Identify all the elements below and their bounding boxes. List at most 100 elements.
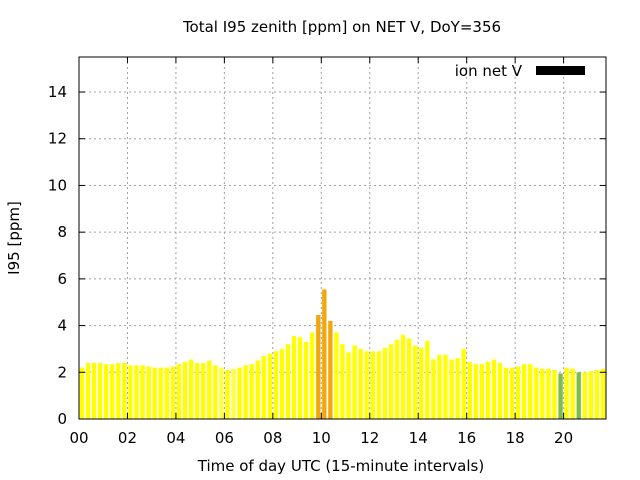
bar <box>515 366 521 419</box>
bar <box>437 354 442 419</box>
bar <box>279 348 285 419</box>
bar <box>110 364 115 419</box>
bar <box>158 367 163 419</box>
bar <box>316 315 321 419</box>
x-tick-labels: 00 02 04 06 08 10 12 14 16 18 20 <box>69 429 573 447</box>
x-tick-label: 04 <box>166 429 185 447</box>
bar <box>600 368 606 419</box>
bar <box>255 360 260 419</box>
bar <box>358 348 363 419</box>
y-tick-label: 4 <box>57 317 67 335</box>
bar <box>376 351 382 419</box>
bar <box>291 336 297 419</box>
bar <box>473 364 478 419</box>
x-tick-label: 20 <box>554 429 573 447</box>
bar <box>328 320 333 419</box>
bar <box>540 368 545 419</box>
y-tick-label: 6 <box>57 270 67 288</box>
bar <box>122 362 127 419</box>
chart-title: Total I95 zenith [ppm] on NET V, DoY=356 <box>182 18 501 36</box>
y-tick-label: 10 <box>48 176 67 194</box>
bar <box>188 359 194 419</box>
x-tick-label: 08 <box>263 429 282 447</box>
bar <box>522 364 527 419</box>
bar <box>406 338 412 419</box>
bar <box>176 364 182 419</box>
bar <box>194 362 200 419</box>
x-tick-label: 10 <box>312 429 331 447</box>
y-tick-label: 8 <box>57 223 67 241</box>
bar <box>570 368 575 419</box>
bar <box>243 365 248 419</box>
bar <box>146 366 151 419</box>
bar <box>152 367 157 419</box>
bar <box>237 367 242 419</box>
bar <box>564 367 569 419</box>
grid-lines <box>79 57 606 419</box>
bar <box>491 359 497 419</box>
legend-swatch <box>536 66 585 75</box>
bar <box>370 351 375 419</box>
bar <box>509 367 515 419</box>
bar <box>207 360 212 419</box>
plot-frame <box>78 56 607 420</box>
bar <box>140 365 145 419</box>
bar <box>104 364 109 419</box>
bar <box>219 367 224 419</box>
bar <box>170 366 176 419</box>
bar <box>388 344 394 419</box>
bar <box>346 352 351 419</box>
bar <box>267 353 272 419</box>
bar <box>479 364 485 419</box>
y-tick-label: 12 <box>48 130 67 148</box>
axis-ticks <box>78 57 606 420</box>
bar <box>134 365 139 419</box>
bar <box>534 367 539 419</box>
bar <box>594 369 600 419</box>
x-tick-label: 00 <box>69 429 88 447</box>
bar <box>588 371 594 419</box>
bar <box>164 367 170 419</box>
legend: ion net V <box>455 62 585 80</box>
bar <box>449 359 454 419</box>
bar <box>419 347 424 419</box>
bar <box>334 332 339 419</box>
bar <box>285 344 291 419</box>
bar <box>116 362 121 419</box>
bar <box>352 345 357 419</box>
legend-label: ion net V <box>455 62 523 80</box>
bar <box>200 362 206 419</box>
bar <box>485 361 491 419</box>
bar <box>364 351 369 419</box>
bar <box>413 345 418 419</box>
bar <box>455 358 460 419</box>
y-tick-label: 0 <box>57 410 67 428</box>
bar <box>576 372 581 419</box>
bar <box>98 362 103 419</box>
bar <box>231 368 236 419</box>
x-tick-label: 06 <box>215 429 234 447</box>
bar <box>461 348 466 419</box>
bar <box>91 362 97 419</box>
bars <box>79 289 606 419</box>
bar <box>213 365 218 419</box>
bar <box>443 354 448 419</box>
bar <box>261 355 266 419</box>
y-tick-label: 14 <box>48 83 67 101</box>
bar <box>249 364 254 419</box>
bar <box>497 362 503 419</box>
bar <box>582 372 587 419</box>
x-tick-label: 18 <box>506 429 525 447</box>
y-tick-label: 2 <box>57 363 67 381</box>
bar <box>79 367 85 419</box>
bar <box>431 359 436 419</box>
bar <box>297 337 303 419</box>
bar <box>340 344 345 419</box>
bar <box>85 362 91 419</box>
bar <box>546 368 551 419</box>
bar <box>273 351 279 419</box>
bar <box>310 332 315 419</box>
x-tick-label: 12 <box>360 429 379 447</box>
y-tick-labels: 0 2 4 6 8 10 12 14 <box>48 83 67 428</box>
